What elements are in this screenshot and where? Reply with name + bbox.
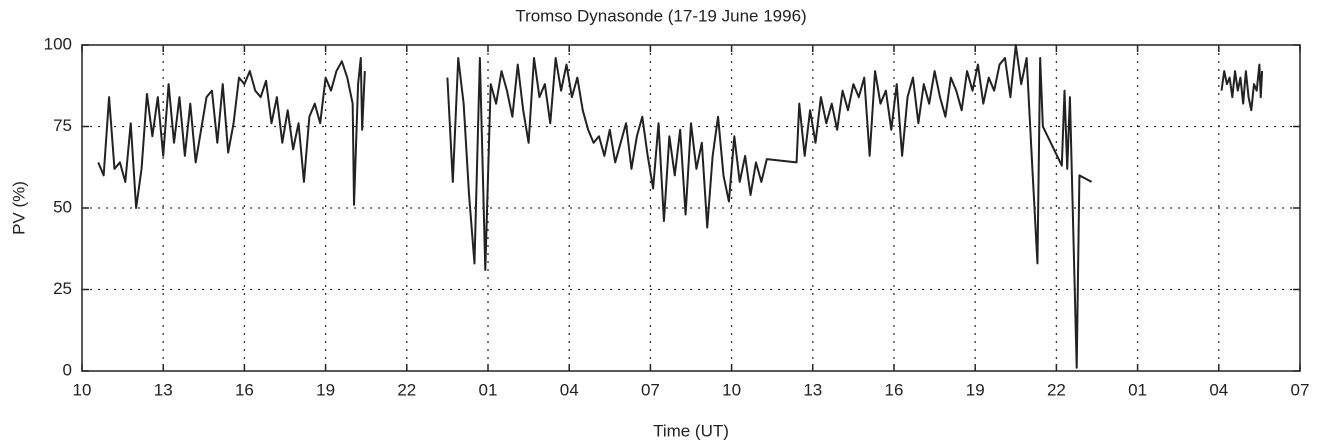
- x-tick-label: 22: [1047, 380, 1066, 399]
- chart-title: Tromso Dynasonde (17-19 June 1996): [515, 6, 806, 25]
- x-tick-label: 13: [154, 380, 173, 399]
- x-tick-label: 10: [73, 380, 92, 399]
- y-tick-label: 75: [53, 116, 72, 135]
- y-axis-label: PV (%): [9, 181, 28, 235]
- x-tick-label: 07: [641, 380, 660, 399]
- y-tick-label: 50: [53, 197, 72, 216]
- x-tick-label: 16: [235, 380, 254, 399]
- data-line: [97, 44, 1264, 369]
- x-tick-label: 01: [1128, 380, 1147, 399]
- x-tick-label: 13: [803, 380, 822, 399]
- x-tick-label: 22: [397, 380, 416, 399]
- y-tick-label: 0: [63, 360, 72, 379]
- y-tick-label: 25: [53, 279, 72, 298]
- y-tick-label: 100: [44, 34, 72, 53]
- x-tick-label: 01: [479, 380, 498, 399]
- x-tick-label: 16: [885, 380, 904, 399]
- x-tick-label: 10: [722, 380, 741, 399]
- x-tick-label: 19: [966, 380, 985, 399]
- x-tick-label: 04: [560, 380, 579, 399]
- x-tick-label: 04: [1209, 380, 1228, 399]
- x-tick-label: 07: [1291, 380, 1310, 399]
- x-axis-label: Time (UT): [653, 421, 729, 440]
- x-tick-label: 19: [316, 380, 335, 399]
